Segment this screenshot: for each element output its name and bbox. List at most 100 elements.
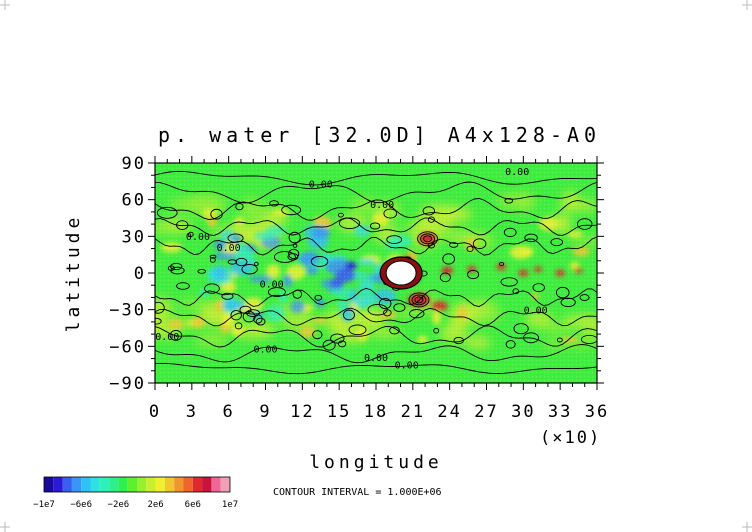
contour-loop — [338, 217, 361, 229]
contour-value-label: 0.00 — [253, 344, 277, 355]
contour-ring — [423, 235, 433, 243]
contour-loop — [253, 261, 259, 267]
y-tick-label: −30 — [109, 301, 146, 321]
colorbar-swatch — [137, 477, 147, 492]
contour-loop — [235, 202, 244, 211]
contour-line — [155, 198, 597, 221]
x-axis-multiplier: (×10) — [540, 428, 601, 448]
y-axis-label: latitude — [63, 214, 84, 333]
contour-loop — [176, 220, 189, 230]
x-tick-label: 24 — [437, 402, 461, 422]
contour-loop — [439, 272, 451, 283]
x-tick-label: 27 — [474, 402, 498, 422]
contour-loop — [342, 309, 355, 321]
contour-loop — [550, 238, 564, 247]
x-tick-label: 9 — [259, 402, 271, 422]
colorbar-swatch — [174, 477, 184, 492]
contour-loop — [155, 317, 162, 325]
contour-loop — [389, 326, 400, 335]
colorbar-tick-label: 6e6 — [185, 500, 201, 510]
colorbar-swatch — [90, 477, 100, 492]
x-tick-label: 3 — [186, 402, 198, 422]
contour-line — [155, 236, 597, 256]
colorbar-tick-label: 1e7 — [222, 500, 238, 510]
colorbar-swatch — [127, 477, 137, 492]
contour-loop — [235, 257, 248, 267]
contour-loop — [241, 264, 258, 275]
contour-loop — [383, 309, 392, 317]
contour-loop — [269, 200, 279, 207]
contour-loop — [427, 216, 435, 223]
colorbar-tick-label: −6e6 — [70, 500, 92, 510]
contour-loop — [314, 294, 323, 301]
contour-value-label: 0.00 — [309, 179, 333, 190]
colorbar-swatch — [192, 477, 203, 492]
contour-loop — [393, 303, 406, 312]
contour-loop — [322, 339, 336, 351]
colorbar-swatch — [220, 477, 230, 492]
colorbar-swatch — [118, 477, 128, 492]
contour-loop — [580, 334, 597, 345]
contour-loop — [555, 286, 570, 299]
contour-ring — [420, 233, 436, 245]
contour-loop — [505, 340, 516, 349]
contour-line — [155, 217, 597, 236]
contour-loop — [281, 204, 302, 216]
contour-loop — [230, 309, 242, 321]
y-tick-label: 0 — [134, 264, 146, 284]
colorbar-swatch — [146, 477, 156, 492]
contour-line — [155, 171, 597, 186]
contour-value-label: 0.00 — [524, 305, 548, 316]
contour-ring — [417, 231, 439, 247]
contour-loop — [513, 323, 529, 335]
contour-line — [155, 287, 597, 307]
x-tick-label: 18 — [364, 402, 388, 422]
contour-value-label: 0.00 — [155, 332, 179, 343]
contour-loop — [234, 322, 243, 330]
contour-loop — [209, 254, 217, 259]
colorbar-swatch — [211, 477, 221, 492]
contour-loop — [433, 327, 440, 334]
contour-loop — [188, 231, 194, 238]
contour-loop — [512, 288, 520, 295]
contour-ring — [414, 296, 424, 304]
contour-loop — [167, 265, 175, 271]
contour-loop — [378, 298, 392, 310]
contour-loop — [560, 297, 576, 308]
contour-loop — [288, 248, 300, 260]
colorbar-tick-label: 2e6 — [147, 500, 163, 510]
y-tick-label: 30 — [122, 227, 146, 247]
colorbar-swatch — [155, 477, 165, 492]
contour-loop — [409, 309, 425, 319]
contour-loop — [532, 283, 545, 293]
contour-loop — [422, 206, 435, 216]
contour-loop — [499, 261, 505, 267]
contour-value-label: 0.00 — [260, 280, 284, 291]
contour-line — [155, 344, 597, 364]
contour-loop — [348, 324, 367, 336]
contour-loop — [449, 242, 459, 248]
x-tick-label: 6 — [223, 402, 235, 422]
contour-loop — [246, 309, 260, 318]
contour-loop — [288, 231, 301, 244]
contour-loop — [556, 337, 563, 343]
contour-loop — [267, 287, 286, 298]
colorbar-swatch — [44, 477, 54, 492]
chart-title: p. water [32.0D] A4x128-A0 — [158, 123, 601, 147]
contour-loop — [169, 330, 183, 341]
colorbar-swatch — [183, 477, 193, 492]
x-tick-label: 12 — [290, 402, 314, 422]
contour-line — [155, 362, 597, 375]
x-tick-label: 30 — [511, 402, 535, 422]
contour-loop — [204, 283, 220, 294]
contour-loop — [503, 227, 517, 238]
colorbar-swatch — [71, 477, 82, 492]
x-tick-label: 0 — [149, 402, 161, 422]
contour-loop — [310, 256, 329, 267]
colorbar-frame — [43, 476, 231, 493]
colorbar-swatch — [164, 477, 175, 492]
colorbar — [43, 476, 231, 493]
contour-line — [155, 307, 597, 327]
